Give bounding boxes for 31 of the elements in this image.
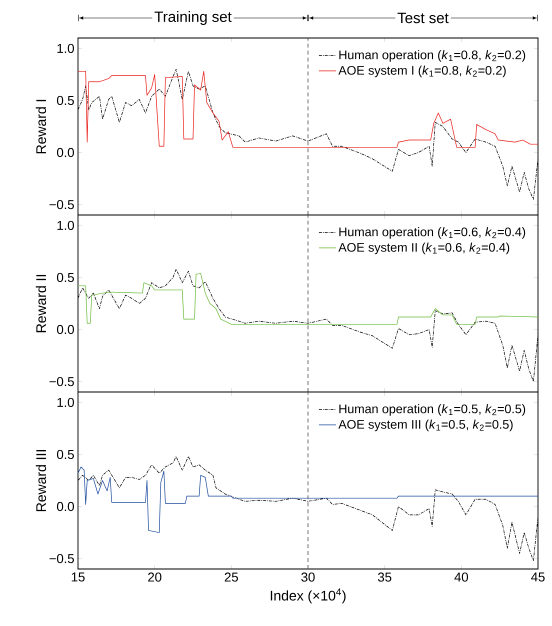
- x-tick-label: 25: [224, 572, 238, 582]
- legend-label: Human operation (k$_{1}$=0.8, k$_{2}$=0.2): [339, 50, 526, 62]
- y-tick-label: 0.5: [56, 272, 74, 282]
- y-tick-label: −0.5: [50, 376, 74, 386]
- x-axis-title: Index (×10$^{4}$): [270, 588, 346, 604]
- y-tick-label: 0.5: [56, 450, 74, 460]
- y-tick-label: −0.5: [50, 200, 74, 210]
- y-tick-label: −0.5: [50, 554, 74, 564]
- legend-label: Human operation (k$_{1}$=0.6, k$_{2}$=0.4): [339, 227, 526, 239]
- legend-label: AOE system I (k$_{1}$=0.8, k$_{2}$=0.2): [338, 66, 506, 78]
- legend-label: Human operation (k$_{1}$=0.5, k$_{2}$=0.5): [339, 404, 526, 416]
- y-tick-label: 1.0: [57, 44, 74, 53]
- y-axis-title: Reward II: [36, 274, 46, 332]
- y-tick-label: 0.0: [56, 324, 74, 334]
- x-tick-label: 20: [148, 572, 162, 582]
- y-tick-label: 0.0: [56, 502, 74, 512]
- y-tick-label: 0.5: [56, 96, 74, 106]
- x-tick-label: 35: [378, 572, 392, 582]
- x-tick-label: 40: [454, 572, 468, 582]
- legend-label: AOE system III (k$_{1}$=0.5, k$_{2}$=0.5): [338, 420, 513, 432]
- y-tick-label: 0.0: [56, 148, 74, 158]
- y-tick-label: 1.0: [57, 220, 74, 230]
- y-axis-title: Reward III: [36, 450, 46, 512]
- x-tick-label: 30: [301, 572, 315, 582]
- text: Training set: [154, 11, 232, 25]
- x-tick-label: 45: [531, 572, 545, 582]
- text: Test set: [398, 12, 449, 24]
- x-tick-label: 15: [72, 572, 85, 582]
- y-tick-label: 1.0: [57, 398, 74, 407]
- legend-label: AOE system II (k$_{1}$=0.6, k$_{2}$=0.4): [338, 242, 510, 254]
- y-axis-title: Reward I: [36, 100, 46, 154]
